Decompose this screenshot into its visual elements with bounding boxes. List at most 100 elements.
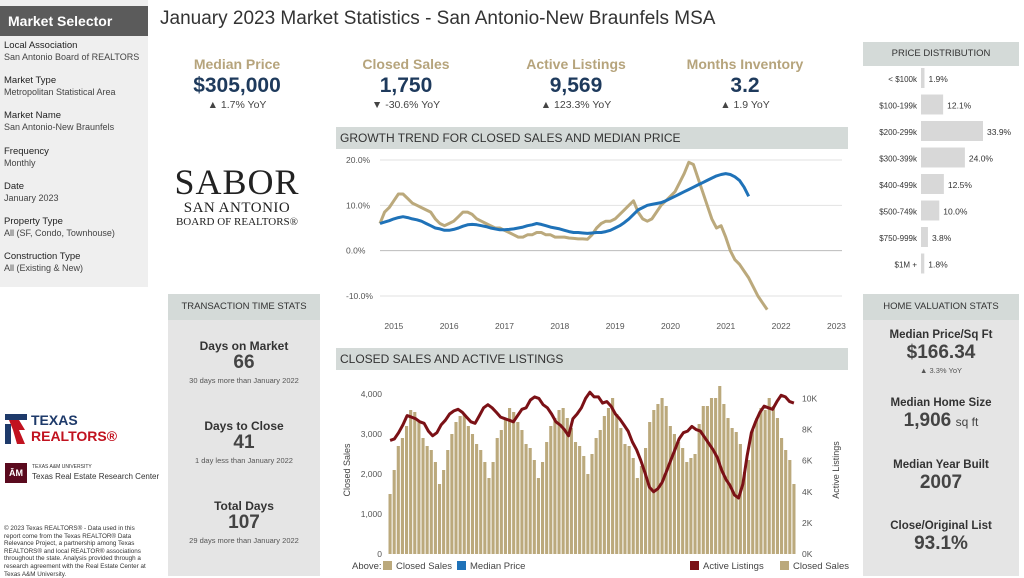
closed-sales-bar — [470, 434, 475, 554]
median-year-built-value: 2007 — [919, 472, 963, 493]
closed-sales-bar — [483, 462, 487, 554]
kpi-months-inventory: Months Inventory 3.2 ▲ 1.9 YoY — [670, 56, 820, 111]
closed-sales-bar — [590, 454, 594, 554]
filter-value[interactable]: San Antonio-New Braunfels — [4, 122, 115, 132]
y-tick-label: 0.0% — [346, 246, 366, 256]
median-price-sqft-value: $166.34 — [906, 342, 976, 363]
y-tick-label: 20.0% — [346, 155, 371, 165]
x-tick-label: 2018 — [550, 321, 569, 331]
closed-sales-bar — [664, 406, 668, 554]
tamu-logo: ĀM TEXAS A&M UNIVERSITY Texas Real Estat… — [5, 463, 159, 485]
filter-value[interactable]: All (Existing & New) — [4, 263, 84, 273]
kpi-change: ▼ -30.6% YoY — [371, 99, 441, 111]
sabor-logo-main: SABOR — [174, 162, 300, 202]
closed-sales-bar — [631, 458, 635, 554]
closed-sales-bar — [528, 448, 532, 554]
days-on-market-value: 66 — [233, 352, 255, 373]
filter-value[interactable]: San Antonio Board of REALTORS — [4, 52, 140, 62]
filter-value[interactable]: January 2023 — [4, 193, 59, 203]
closed-sales-bar — [404, 426, 409, 554]
filter-value[interactable]: Monthly — [4, 158, 36, 168]
filter-label: Property Type — [4, 216, 63, 227]
closed-sales-bar — [660, 398, 664, 554]
closed-sales-bar — [503, 418, 508, 554]
y-tick-label: 0 — [377, 549, 382, 559]
tamu-line1: TEXAS A&M UNIVERSITY — [32, 464, 92, 470]
y2-tick-label: 4K — [802, 487, 813, 497]
price-bar — [921, 227, 928, 247]
median-home-size-unit: sq ft — [955, 415, 979, 429]
price-bar-label: 12.5% — [948, 180, 973, 190]
active-listings-line — [389, 390, 795, 500]
closed-sales-bar — [709, 398, 714, 554]
closed-sales-bar — [540, 462, 545, 554]
price-bucket-label: $400-499k — [879, 181, 918, 190]
closed-sales-bar — [508, 408, 512, 554]
transaction-time-stats-title: TRANSACTION TIME STATS — [168, 294, 320, 320]
median-year-built-label: Median Year Built — [893, 459, 989, 471]
closed-sales-bar — [417, 422, 421, 554]
filter-label: Frequency — [4, 146, 49, 157]
closed-sales-bar — [495, 438, 499, 554]
filter-label: Date — [4, 181, 25, 192]
days-to-close-value: 41 — [233, 432, 255, 453]
x-tick-label: 2020 — [661, 321, 680, 331]
price-bar — [921, 94, 944, 115]
closed-sales-bar — [747, 460, 751, 554]
y2-tick-label: 8K — [802, 425, 813, 435]
closed-sales-bar — [545, 442, 549, 554]
filter-label: Market Type — [4, 75, 57, 86]
closed-sales-bar — [409, 410, 413, 554]
price-bar-label: 24.0% — [969, 154, 994, 164]
closed-sales-bar — [586, 474, 590, 554]
closed-sales-bar — [524, 444, 528, 554]
price-bar — [921, 121, 983, 141]
price-bucket-label: < $100k — [888, 75, 918, 84]
closed-sales-bar — [701, 406, 705, 554]
legend-swatch — [457, 561, 466, 570]
closed-sales-bar — [475, 444, 479, 554]
closed-sales-bar — [396, 446, 400, 554]
closed-sales-bar — [466, 426, 470, 554]
price-distribution-title-text: PRICE DISTRIBUTION — [891, 48, 991, 59]
x-tick-label: 2023 — [827, 321, 846, 331]
closed-sales-bar — [499, 430, 503, 554]
tamu-mark-icon: ĀM — [5, 463, 27, 483]
closed-sales-bar — [639, 466, 644, 554]
tamu-line2: Texas Real Estate Research Center — [32, 472, 160, 481]
price-bar — [921, 200, 940, 221]
closed-sales-bar — [644, 448, 648, 554]
filter-value[interactable]: All (SF, Condo, Townhouse) — [4, 228, 115, 238]
price-bar-label: 12.1% — [947, 101, 972, 111]
filter-value[interactable]: Metropolitan Statistical Area — [4, 87, 116, 97]
kpi-value: $305,000 — [193, 74, 281, 97]
price-bar-label: 33.9% — [987, 127, 1012, 137]
kpi-label: Closed Sales — [362, 56, 450, 72]
price-bar — [921, 147, 965, 168]
closed-sales-bar — [615, 414, 619, 554]
kpi-change: ▲ 123.3% YoY — [540, 99, 612, 111]
closed-sales-bar — [635, 478, 639, 554]
sabor-logo-line1: SAN ANTONIO — [183, 200, 291, 216]
kpi-label: Median Price — [193, 56, 281, 72]
market-selector-header: Market Selector — [0, 6, 148, 36]
closed-sales-bar — [763, 410, 767, 554]
days-to-close-note: 1 day less than January 2022 — [195, 456, 293, 465]
price-bar-label: 10.0% — [943, 207, 968, 217]
closed-sales-bar — [565, 418, 569, 554]
y-tick-label: -10.0% — [346, 291, 373, 301]
legend-label: Active Listings — [703, 561, 764, 572]
y-tick-label: 4,000 — [361, 389, 383, 399]
y-axis-label: Closed Sales — [342, 443, 352, 497]
closed-sales-bar — [512, 412, 516, 554]
closed-sales-bar — [553, 418, 557, 554]
growth-trend-chart: 20.0% 10.0% 0.0% -10.0% 2015 2016 2017 2018 2019… — [346, 155, 846, 331]
y-tick-label: 3,000 — [361, 429, 383, 439]
closed-sales-bar — [532, 460, 536, 554]
closed-sales-bar — [767, 398, 771, 554]
filter-label: Construction Type — [4, 251, 81, 262]
median-home-size-label: Median Home Size — [890, 397, 992, 409]
y-tick-label: 1,000 — [361, 509, 383, 519]
texas-realtors-line2: REALTORS® — [31, 428, 118, 444]
closed-sales-bar — [458, 416, 462, 554]
